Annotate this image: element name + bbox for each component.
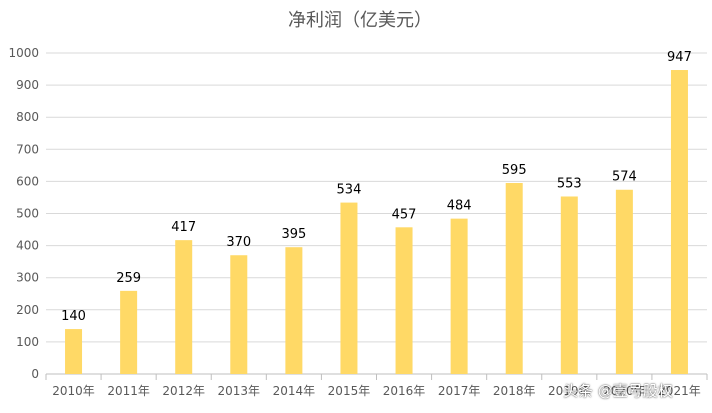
data-label: 259 bbox=[116, 271, 141, 286]
watermark-text: 头条 @壹号股权 bbox=[563, 382, 673, 400]
bar bbox=[285, 247, 303, 374]
bar bbox=[230, 255, 248, 374]
bars bbox=[65, 70, 688, 374]
y-tick-label: 900 bbox=[16, 78, 39, 92]
data-label: 370 bbox=[226, 235, 251, 250]
data-label: 947 bbox=[667, 50, 692, 65]
bar bbox=[670, 70, 688, 374]
y-tick-label: 500 bbox=[16, 207, 39, 221]
data-label: 595 bbox=[502, 163, 527, 178]
data-label: 574 bbox=[612, 170, 637, 185]
data-label: 553 bbox=[557, 176, 582, 191]
x-axis-ticks: 2010年 2011年 2012年 2013年 2014年 2015年 2016年 2017年… bbox=[45, 374, 708, 398]
y-tick-label: 1000 bbox=[8, 46, 39, 60]
y-tick-label: 0 bbox=[31, 367, 39, 381]
data-label: 140 bbox=[61, 309, 86, 324]
data-label: 457 bbox=[392, 207, 417, 222]
y-tick-label: 800 bbox=[16, 110, 39, 124]
data-labels: 140 259 417 370 395 534 457 484 595 553 574 947 bbox=[61, 50, 692, 324]
bar bbox=[120, 290, 138, 374]
x-tick-label: 2020年 bbox=[603, 384, 646, 398]
bar bbox=[560, 196, 578, 374]
x-tick-label: 2015年 bbox=[328, 384, 371, 398]
bar bbox=[615, 189, 633, 374]
data-label: 395 bbox=[281, 227, 306, 242]
y-tick-label: 700 bbox=[16, 142, 39, 156]
data-label: 534 bbox=[337, 183, 362, 198]
x-tick-label: 2013年 bbox=[218, 384, 261, 398]
bar bbox=[65, 329, 83, 374]
y-tick-label: 200 bbox=[16, 303, 39, 317]
x-tick-label: 2012年 bbox=[162, 384, 205, 398]
gridlines bbox=[46, 52, 707, 375]
x-tick-label: 2018年 bbox=[493, 384, 536, 398]
bar bbox=[450, 218, 468, 374]
y-axis-ticks: 0 100 200 300 400 500 600 700 800 900 1000 bbox=[8, 46, 39, 381]
bar bbox=[340, 202, 358, 374]
y-tick-label: 100 bbox=[16, 335, 39, 349]
x-tick-label: 2021年 bbox=[658, 384, 701, 398]
chart-title: 净利润（亿美元） bbox=[288, 10, 432, 31]
x-tick-label: 2019年 bbox=[548, 384, 591, 398]
y-tick-label: 300 bbox=[16, 271, 39, 285]
bar bbox=[175, 240, 193, 374]
x-tick-label: 2014年 bbox=[273, 384, 316, 398]
data-label: 484 bbox=[447, 199, 472, 214]
bar bbox=[395, 227, 413, 374]
bar bbox=[505, 183, 523, 374]
data-label: 417 bbox=[171, 220, 196, 235]
y-tick-label: 600 bbox=[16, 174, 39, 188]
y-tick-label: 400 bbox=[16, 239, 39, 253]
x-tick-label: 2011年 bbox=[107, 384, 150, 398]
x-tick-label: 2010年 bbox=[52, 384, 95, 398]
x-tick-label: 2016年 bbox=[383, 384, 426, 398]
x-tick-label: 2017年 bbox=[438, 384, 481, 398]
